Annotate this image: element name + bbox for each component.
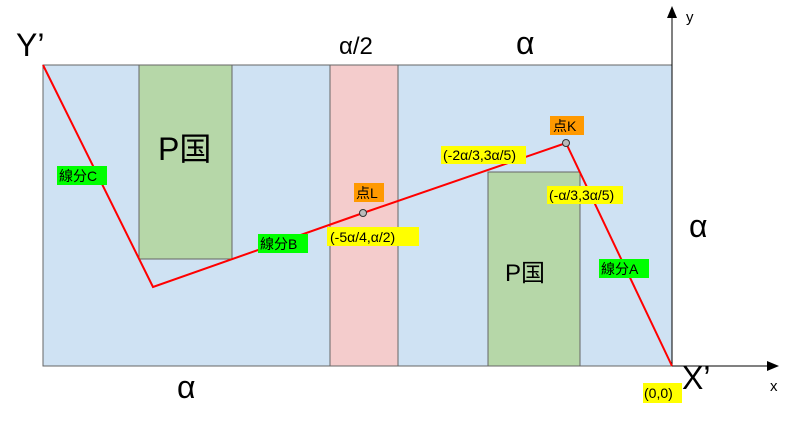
point-k-coord: (-2α/3,3α/5) (443, 147, 516, 163)
country-left-label: P国 (158, 131, 211, 167)
point-k-marker (562, 139, 570, 147)
point-l-coord-bg (327, 227, 419, 246)
y-prime-label: Y’ (16, 27, 44, 63)
half-alpha-label: α/2 (339, 33, 373, 60)
alpha-right-label: α (689, 208, 708, 244)
point-l-name-bg (354, 183, 384, 202)
segment-b-bg (258, 234, 308, 253)
x-axis-label: x (770, 378, 778, 395)
origin-label: (0,0) (644, 385, 673, 401)
x-prime-label: X’ (682, 360, 710, 396)
origin-bg (643, 383, 682, 403)
segment-a-label: 線分A (601, 261, 639, 277)
point-l-marker (359, 209, 367, 217)
point-k-coord-bg (441, 146, 526, 164)
x-axis-arrow (767, 361, 779, 371)
segment-b-label: 線分B (260, 236, 297, 252)
country-right-label: P国 (505, 260, 545, 287)
alpha-bottom-label: α (177, 369, 196, 405)
point-k-name: 点K (553, 118, 577, 134)
point-k-name-bg (550, 116, 584, 135)
point-k-edge-coord: (-α/3,3α/5) (549, 187, 614, 203)
y-axis-arrow (667, 6, 677, 18)
country-left-box (138, 64, 233, 260)
y-axis-label: y (686, 9, 694, 26)
segment-c-label: 線分C (59, 168, 97, 184)
country-right-box (487, 171, 581, 367)
point-l-name: 点L (356, 185, 378, 201)
point-k-edge-coord-bg (547, 186, 623, 204)
point-l-coord: (-5α/4,α/2) (330, 229, 395, 245)
alpha-top-label: α (516, 25, 535, 61)
segment-c-bg (57, 166, 107, 185)
segment-a-bg (599, 259, 649, 278)
